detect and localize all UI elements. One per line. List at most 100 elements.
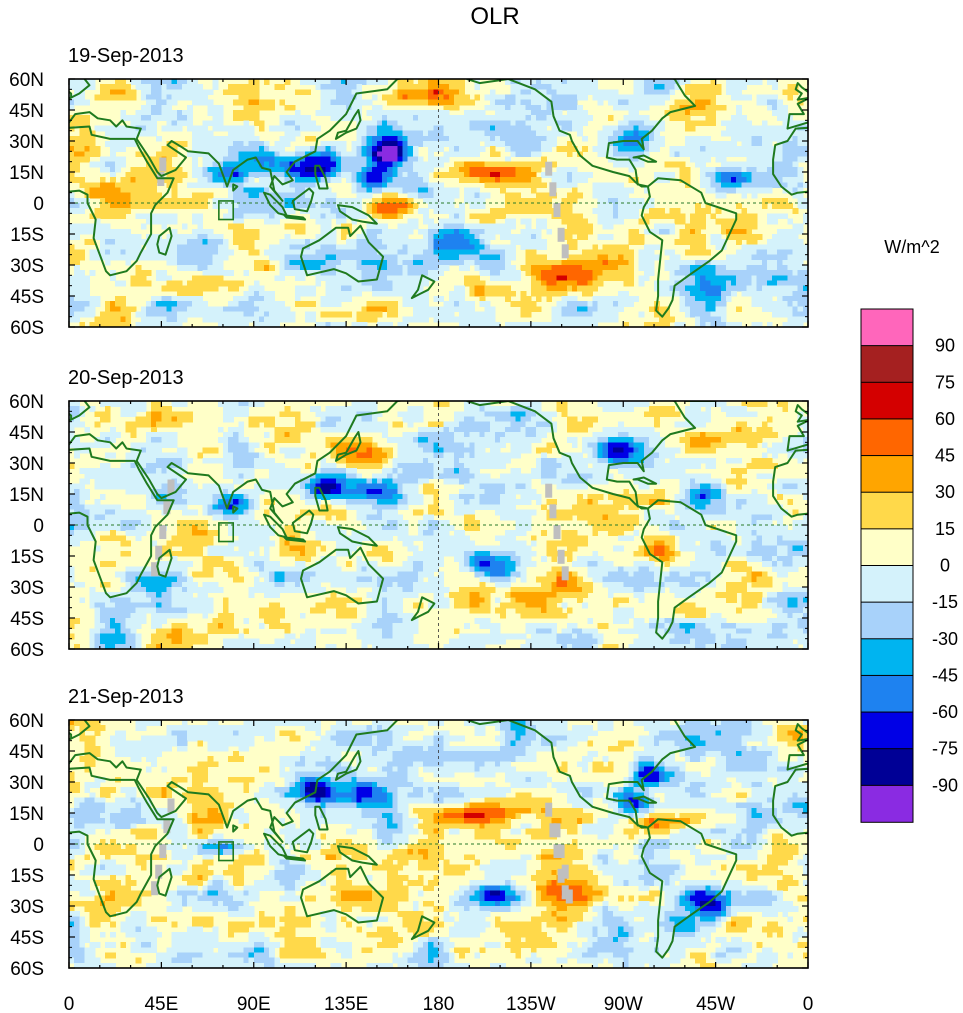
lat-tick-label: 60S <box>10 959 44 980</box>
colorbar-swatch <box>860 308 914 347</box>
coastline-greenland <box>683 401 718 402</box>
coastline-australia <box>300 546 385 605</box>
lon-tick-label: 45E <box>144 994 178 1013</box>
coastline-nz <box>410 274 436 300</box>
panel-date-label: 19-Sep-2013 <box>68 45 184 67</box>
coastline-madagascar <box>156 867 173 897</box>
coastline-cuba <box>632 154 658 163</box>
lat-tick-label: 15S <box>10 225 44 246</box>
lat-tick-label: 60N <box>9 70 44 91</box>
reference-box <box>218 522 235 543</box>
coastline-uk <box>69 90 73 99</box>
lat-tick-label: 60N <box>9 392 44 413</box>
map-area <box>69 401 808 649</box>
olr-anomaly-field <box>69 79 808 327</box>
panel-date-label: 20-Sep-2013 <box>68 367 184 389</box>
coastline-cuba <box>632 476 658 485</box>
coastline-uk <box>69 412 73 421</box>
lat-tick-label: 60N <box>9 711 44 732</box>
colorbar-swatch <box>860 601 914 640</box>
map-panel: 19-Sep-2013 60N 45N 30N 15N 0 15S 30S 45S 60S <box>9 45 809 339</box>
map-panels: 19-Sep-2013 60N 45N 30N 15N 0 15S 30S 45S 60S 20-S… <box>9 45 910 980</box>
colorbar-swatch <box>860 491 914 530</box>
lon-tick-label: 90W <box>604 994 643 1013</box>
colorbar-swatch <box>860 455 914 494</box>
lat-tick-label: 45N <box>9 101 44 122</box>
lat-tick-label: 30N <box>9 454 44 475</box>
coastline-namerica <box>466 79 697 188</box>
coastline-eurasia <box>786 97 808 130</box>
coastline-srilanka <box>232 824 239 833</box>
lat-tick-label: 0 <box>33 835 44 856</box>
coastline-uk <box>69 731 73 740</box>
coastline-madagascar <box>896 869 910 896</box>
lat-tick-label: 30S <box>10 897 44 918</box>
coastline-borneo <box>291 828 315 854</box>
coastline-australia <box>300 865 385 924</box>
coastline-eurasia <box>69 401 405 524</box>
lat-tick-label: 15N <box>9 804 44 825</box>
coastline-eurasia <box>69 79 405 202</box>
colorbar-swatch <box>860 784 914 823</box>
olr-anomaly-field <box>69 720 808 968</box>
coastline-uk <box>794 723 808 742</box>
colorbar-swatch <box>860 748 914 787</box>
colorbar-level-label: -75 <box>932 739 958 759</box>
colorbar-swatch <box>860 418 914 457</box>
coastline-philippines <box>314 805 329 831</box>
coastlines <box>69 401 808 640</box>
coastline-newguinea <box>336 526 378 547</box>
lat-tick-label: 15N <box>9 163 44 184</box>
colorbar-level-label: -90 <box>932 775 958 795</box>
coastline-namerica <box>466 720 697 829</box>
map-area <box>69 67 808 327</box>
lat-tick-label: 0 <box>33 516 44 537</box>
map-panel: 20-Sep-2013 60N 45N 30N 15N 0 15S 30S 45S 60S <box>9 367 809 661</box>
lon-tick-label: 135W <box>506 994 556 1013</box>
lat-tick-label: 15S <box>10 866 44 887</box>
colorbar-level-label: 90 <box>935 336 955 356</box>
coastline-iceland <box>763 708 780 712</box>
coastline-samerica <box>640 177 738 318</box>
coastline-iceland <box>763 67 780 71</box>
lat-tick-label: 15S <box>10 547 44 568</box>
coastline-japan <box>334 109 362 140</box>
coastline-greenland <box>683 720 718 721</box>
colorbar-level-label: -45 <box>932 665 958 685</box>
lon-tick-label: 0 <box>64 994 75 1013</box>
colorbar-swatch <box>860 565 914 603</box>
colorbar: 90 75 60 45 30 15 0 -15 -30 -45 -60 -75 -90 <box>860 308 958 823</box>
coastline-africa <box>69 125 175 277</box>
coastline-philippines <box>314 164 329 190</box>
coastline-africa <box>69 766 175 918</box>
lat-tick-label: 45S <box>10 609 44 630</box>
missing-data-swaths <box>151 479 569 581</box>
colorbar-swatch <box>860 638 914 677</box>
coastline-namerica <box>466 401 697 510</box>
lon-tick-label: 180 <box>423 994 455 1013</box>
missing-data-swaths <box>151 798 573 904</box>
coastlines <box>69 67 808 318</box>
coastline-samerica <box>640 818 738 959</box>
coastline-samerica <box>640 499 738 640</box>
lon-tick-label: 45W <box>696 994 735 1013</box>
coastline-cuba <box>632 795 658 804</box>
colorbar-level-label: -30 <box>932 629 958 649</box>
lat-tick-label: 45N <box>9 742 44 763</box>
coastline-japan <box>334 750 362 781</box>
lat-tick-label: 60S <box>10 318 44 339</box>
lat-tick-label: 30N <box>9 132 44 153</box>
coastline-uk <box>794 404 808 423</box>
lat-tick-label: 30S <box>10 256 44 277</box>
colorbar-level-label: 0 <box>940 556 950 576</box>
coastline-africa <box>69 447 175 599</box>
colorbar-level-label: 75 <box>935 372 955 392</box>
colorbar-level-label: -15 <box>932 592 958 612</box>
coastlines <box>69 708 910 959</box>
lat-tick-label: 45S <box>10 287 44 308</box>
lat-tick-label: 15N <box>9 485 44 506</box>
colorbar-level-label: 15 <box>935 519 955 539</box>
coastline-madagascar <box>156 548 173 578</box>
map-panel: 21-Sep-2013 60N 45N 30N 15N 0 15S 30S 45S 60S <box>9 686 910 980</box>
